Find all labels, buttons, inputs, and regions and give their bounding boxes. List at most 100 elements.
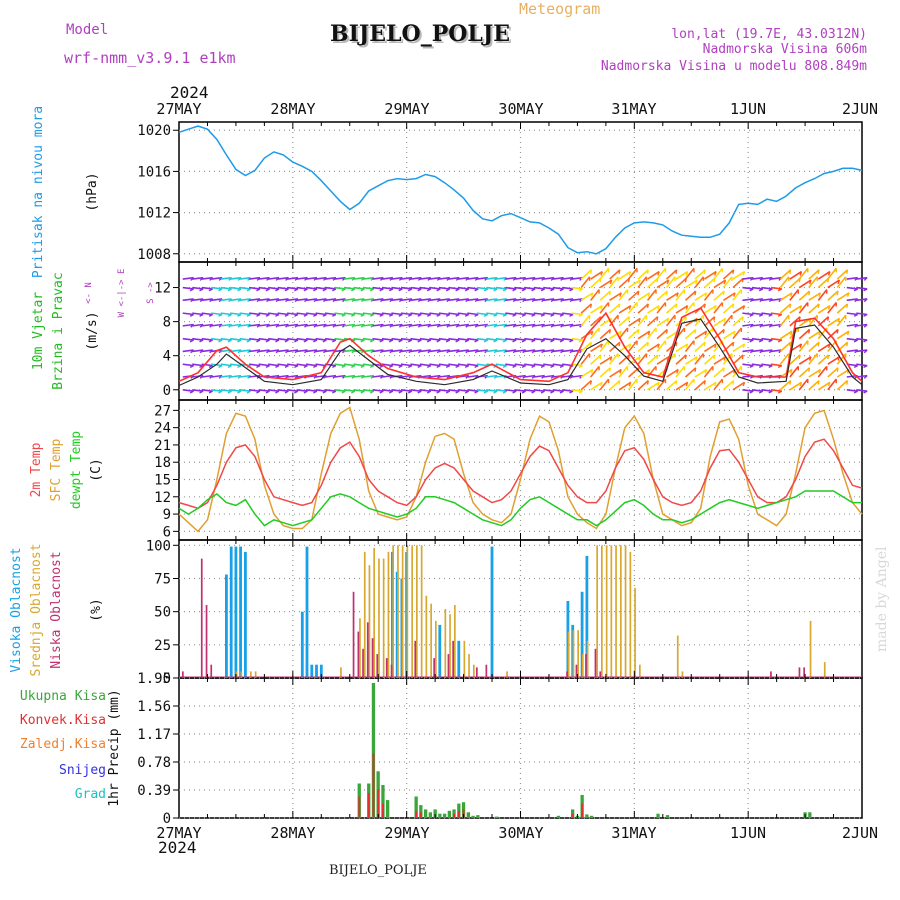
wind-barb <box>305 276 318 280</box>
wind-barb <box>609 368 622 378</box>
wind-barb-head <box>398 298 403 303</box>
low-cloud-bar <box>566 671 568 678</box>
wind-barb-head <box>313 339 318 343</box>
wind-barb-head <box>502 390 507 394</box>
wind-barb-head <box>789 303 792 308</box>
wind-barb-head <box>550 364 555 369</box>
wind-barb <box>590 343 603 353</box>
wind-barb-head <box>600 305 603 310</box>
wind-barb-head <box>713 354 716 360</box>
wind-barb <box>268 298 280 302</box>
wind-barb <box>751 323 763 327</box>
wind-barb <box>808 314 818 327</box>
wind-barb-head <box>313 298 318 303</box>
wind-barb-head <box>808 356 812 361</box>
wind-barb-head <box>512 339 517 343</box>
wind-unit: (m/s) <box>85 311 100 350</box>
wind-barb-head <box>266 323 271 328</box>
wind-barb-head <box>714 271 717 276</box>
wind-barb <box>296 349 308 353</box>
wind-barb-head <box>732 342 735 347</box>
wind-barb <box>296 286 308 290</box>
wind-barb <box>324 388 337 392</box>
wind-barb-head <box>360 339 365 343</box>
wind-barb <box>827 328 839 340</box>
wind-barb <box>694 341 706 353</box>
wind-barb-head <box>455 298 460 303</box>
wind-barb-head <box>190 349 195 354</box>
wind-barb-head <box>493 339 498 343</box>
wind-barb <box>742 286 754 290</box>
wind-barb-head <box>628 382 632 387</box>
wind-barb-head <box>817 380 820 385</box>
wind-barb <box>410 323 422 327</box>
wind-barb-head <box>417 277 422 281</box>
wind-barb <box>685 356 698 365</box>
wind-barb <box>305 323 318 327</box>
wind-barb-head <box>322 313 327 317</box>
wind-barb <box>722 276 733 289</box>
wind-barb <box>761 363 773 367</box>
wind-barb-head <box>436 339 441 343</box>
wind-barb <box>846 286 858 290</box>
wind-barb-head <box>341 288 346 292</box>
wind-barb-head <box>294 277 299 281</box>
wind-barb-head <box>493 349 498 354</box>
wind-barb-head <box>714 305 717 310</box>
x-tick-label-bottom: 31MAY <box>611 824 656 842</box>
wind-barb <box>305 363 318 367</box>
conv-precip-bar <box>419 812 422 818</box>
wind-barb-head <box>313 375 318 379</box>
wind-barb <box>381 276 393 280</box>
wind-barb <box>789 354 801 365</box>
mid-cloud-bar <box>420 545 423 678</box>
wind-barb-head <box>512 277 517 281</box>
wind-barb-head <box>228 277 233 281</box>
wind-barb <box>694 292 708 302</box>
mid-cloud-bar <box>368 565 371 678</box>
wind-barb <box>703 277 716 289</box>
wind-barb <box>684 367 697 378</box>
wind-barb-head <box>521 339 526 343</box>
wind-barb-head <box>657 305 660 310</box>
wind-barb <box>571 298 583 302</box>
wind-barb <box>808 269 820 280</box>
wind-barb-head <box>559 288 564 292</box>
wind-barb-head <box>227 364 232 369</box>
wind-barb-head <box>417 298 422 303</box>
wind-barb <box>315 363 327 367</box>
wind-barb-head <box>817 269 820 274</box>
wind-barb <box>286 388 299 392</box>
wind-barb <box>410 286 422 290</box>
wind-barb-head <box>284 339 289 343</box>
wind-barb <box>827 301 837 314</box>
wind-barb <box>742 349 754 353</box>
wind-barb <box>182 286 194 290</box>
wind-barb-head <box>266 349 271 354</box>
wind-barb-head <box>247 298 252 303</box>
wind-barb <box>429 323 441 327</box>
y-tick-label: 75 <box>154 571 171 587</box>
wind-barb <box>277 323 289 327</box>
wind-barb-head <box>808 279 812 285</box>
precip-title: 1hr Precip (mm) <box>107 689 122 806</box>
wind-barb-head <box>285 277 289 281</box>
wind-barb-head <box>265 364 270 369</box>
wind-barb <box>742 337 754 341</box>
wind-barb-head <box>759 349 764 354</box>
wind-barb <box>761 337 773 341</box>
wind-barb <box>571 349 583 353</box>
wind-barb <box>856 298 868 302</box>
wind-barb <box>713 356 727 365</box>
wind-barb-head <box>732 269 735 274</box>
wind-barb <box>618 289 629 301</box>
wind-barb-head <box>863 323 868 328</box>
y-tick-label: 8 <box>163 315 171 331</box>
wind-barb <box>505 349 517 353</box>
wind-barb <box>713 378 724 391</box>
x-axis-top: 27MAY 28MAY 29MAY 30MAY 31MAY 1JUN 2JUN <box>156 100 878 118</box>
wind-barb-head <box>777 339 783 343</box>
wind-barb <box>685 317 698 327</box>
wind-barb <box>343 388 356 392</box>
